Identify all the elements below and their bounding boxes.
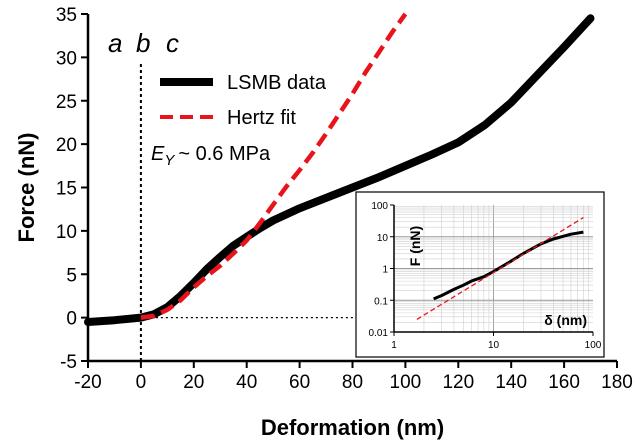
legend-label-lsmb: LSMB data xyxy=(227,72,327,94)
ey-subscript: Y xyxy=(164,152,175,169)
x-tick-label: 120 xyxy=(442,372,474,393)
inset-y-tick-label: 10 xyxy=(377,233,389,244)
x-tick-label: 20 xyxy=(183,372,204,393)
x-tick-label: 100 xyxy=(390,372,422,393)
x-tick-label: 140 xyxy=(495,372,527,393)
inset-x-tick-label: 100 xyxy=(585,340,602,351)
inset-x-axis-title: δ (nm) xyxy=(544,312,587,328)
x-tick-label: 0 xyxy=(136,372,147,393)
y-axis-title: Force (nN) xyxy=(14,133,39,243)
inset-background xyxy=(355,191,605,358)
y-tick-label: -5 xyxy=(60,352,77,373)
legend: LSMB data Hertz fit xyxy=(160,72,327,129)
inset-series xyxy=(416,217,584,320)
inset-loglog-chart: 1 10 100 0.01 0.1 1 10 100 F (nN) δ (nm) xyxy=(355,191,605,358)
young-modulus-annotation: EY ~ 0.6 MPa xyxy=(151,143,271,169)
y-tick-label: 20 xyxy=(56,135,77,156)
inset-y-tick-label: 100 xyxy=(371,201,388,212)
annotation-c: c xyxy=(166,28,179,58)
inset-y-tick-label: 1 xyxy=(382,265,388,276)
inset-axes: 1 10 100 0.01 0.1 1 10 100 F (nN) δ (nm) xyxy=(369,201,602,351)
y-tick-label: 25 xyxy=(56,92,77,113)
main-series xyxy=(84,12,595,326)
x-tick-label: 40 xyxy=(236,372,257,393)
x-tick-label: 60 xyxy=(289,372,310,393)
inset-x-tick-label: 10 xyxy=(488,340,500,351)
y-tick-label: 10 xyxy=(56,222,77,243)
inset-series-lsmb-data-line xyxy=(433,230,584,301)
y-tick-label: 15 xyxy=(56,179,77,200)
x-tick-label: -20 xyxy=(74,372,101,393)
y-tick-label: 35 xyxy=(56,5,77,26)
x-tick-label: 180 xyxy=(601,372,633,393)
x-tick-label: 80 xyxy=(342,372,363,393)
ey-symbol: E xyxy=(151,143,165,165)
legend-label-hertz: Hertz fit xyxy=(227,107,296,129)
inset-y-tick-label: 0.1 xyxy=(374,296,388,307)
y-tick-label: 0 xyxy=(66,309,77,330)
y-tick-label: 30 xyxy=(56,48,77,69)
ey-value: ~ 0.6 MPa xyxy=(178,143,271,165)
inset-series-hertz-fit-line xyxy=(416,217,584,320)
series-hertz-fit-line xyxy=(140,12,408,320)
x-axis-title: Deformation (nm) xyxy=(261,415,444,440)
x-tick-label: 160 xyxy=(548,372,580,393)
inset-y-axis-title: F (nN) xyxy=(407,226,423,266)
inset-y-tick-label: 0.01 xyxy=(369,328,389,339)
annotation-b: b xyxy=(136,28,150,58)
inset-x-tick-label: 1 xyxy=(391,340,397,351)
annotation-a: a xyxy=(108,28,122,58)
main-axes: -20 0 20 40 60 80 100 120 140 160 180 -5 0 5 10 15 20 25 3… xyxy=(14,5,633,440)
y-tick-label: 5 xyxy=(66,265,77,286)
